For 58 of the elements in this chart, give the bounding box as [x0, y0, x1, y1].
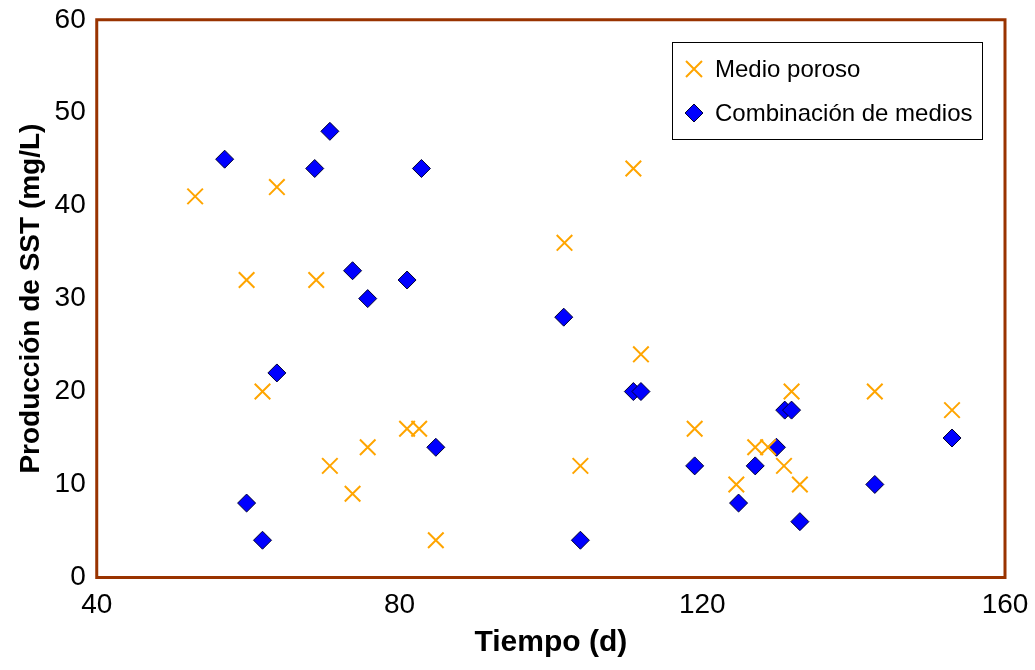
y-tick-label: 30: [54, 281, 86, 313]
point: [305, 158, 325, 178]
point: [791, 475, 809, 494]
legend-label: Combinación de medios: [715, 97, 973, 128]
point: [237, 271, 256, 289]
point: [685, 456, 705, 476]
point: [570, 530, 590, 550]
point: [782, 400, 802, 420]
x-axis-title: Tiempo (d): [474, 624, 628, 658]
point: [358, 289, 378, 309]
point: [631, 382, 651, 402]
x-tick-label: 160: [981, 587, 1029, 619]
point: [942, 428, 962, 448]
point: [253, 530, 272, 550]
y-tick-label: 40: [54, 188, 86, 220]
point: [397, 270, 417, 290]
point: [554, 307, 574, 327]
point: [729, 493, 749, 513]
point: [866, 382, 884, 401]
point: [555, 234, 574, 252]
point: [745, 456, 765, 476]
point: [268, 178, 286, 196]
point: [253, 382, 272, 401]
y-tick-label: 50: [54, 95, 86, 127]
point: [343, 484, 362, 503]
x-tick-label: 80: [383, 587, 416, 619]
point: [685, 419, 704, 438]
x-tick-label: 120: [678, 587, 726, 619]
point: [426, 437, 446, 457]
point: [790, 512, 810, 532]
point: [746, 438, 765, 457]
point: [186, 187, 204, 206]
point: [398, 419, 416, 438]
point: [624, 159, 643, 178]
y-tick-label: 10: [54, 467, 86, 499]
point: [632, 345, 650, 364]
point: [237, 493, 257, 513]
point: [427, 531, 445, 550]
point: [759, 438, 777, 457]
y-tick-label: 20: [54, 374, 86, 406]
legend-label: Medio poroso: [715, 53, 861, 84]
point: [410, 419, 428, 438]
point: [320, 121, 340, 141]
y-tick-label: 60: [54, 2, 86, 34]
y-axis-title: Producción de SST (mg/L): [13, 123, 45, 474]
point: [307, 271, 326, 289]
point: [267, 363, 287, 383]
point: [215, 149, 235, 169]
point: [782, 382, 801, 401]
point: [943, 401, 961, 419]
point: [571, 457, 590, 475]
point: [865, 474, 885, 494]
point: [343, 261, 363, 281]
point: [321, 457, 339, 475]
point: [775, 457, 793, 475]
point: [411, 158, 431, 178]
point: [358, 438, 377, 457]
point: [727, 475, 746, 494]
